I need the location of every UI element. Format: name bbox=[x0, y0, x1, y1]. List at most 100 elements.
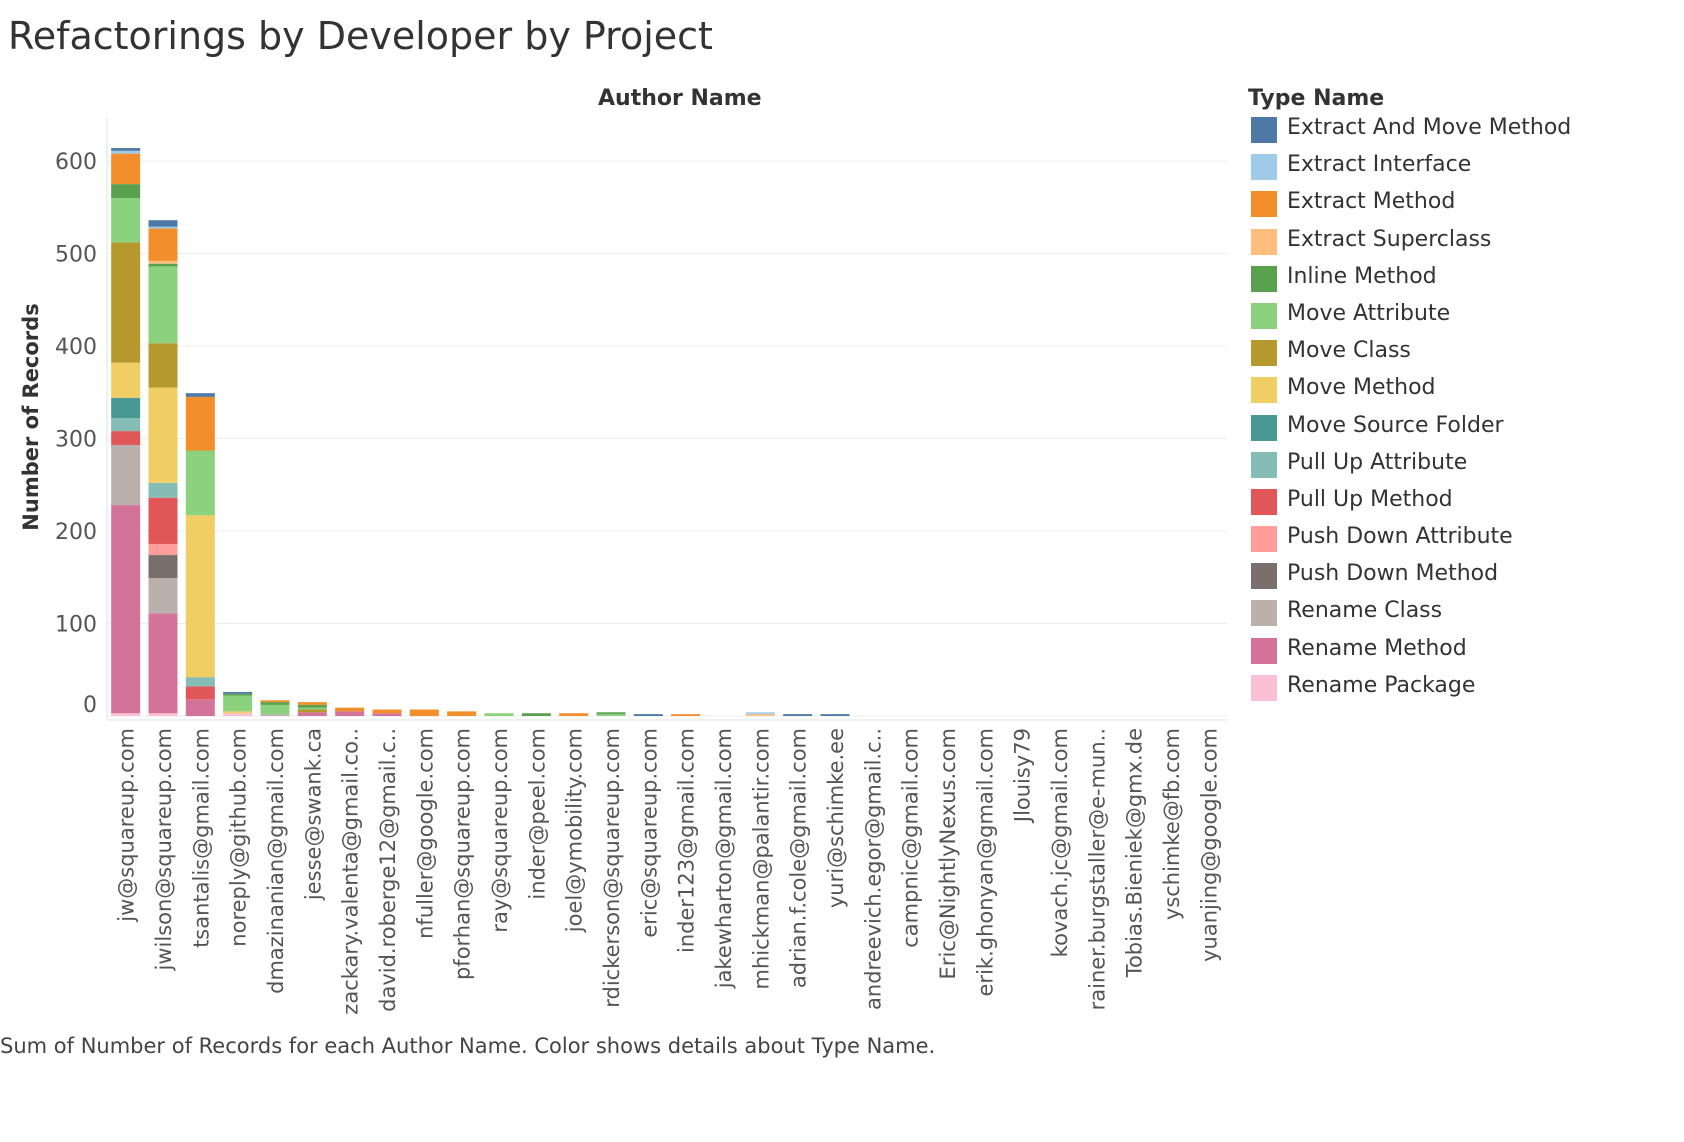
bar-segment-inline-method bbox=[596, 712, 626, 715]
bar-segment-push-down-method bbox=[148, 555, 178, 579]
bar-segment-extract-method bbox=[409, 709, 439, 716]
bar-segment-inline-method bbox=[521, 713, 551, 716]
legend-label: Rename Package bbox=[1287, 672, 1476, 698]
bar-segment-extract-method bbox=[372, 709, 402, 714]
bar-segment-extract-and-move-method bbox=[783, 714, 813, 716]
legend-item: Move Class bbox=[1248, 338, 1678, 377]
x-tick-label: joel@ymobility.com bbox=[563, 728, 587, 933]
bar-segment-extract-method bbox=[260, 700, 290, 703]
legend-items: Extract And Move Method Extract Interface… bbox=[1248, 115, 1678, 712]
legend-item: Extract Method bbox=[1248, 189, 1678, 228]
bar-segment-move-source-folder bbox=[111, 397, 141, 419]
x-tick-label: yuri@schimke.ee bbox=[824, 728, 848, 908]
bar-segment-rename-class bbox=[111, 444, 141, 506]
legend-swatch bbox=[1251, 414, 1277, 441]
bar-segment-rename-package bbox=[223, 713, 253, 716]
bar-segment-inline-method bbox=[260, 702, 290, 705]
x-tick-label: jakewharton@gmail.com bbox=[712, 728, 736, 989]
legend-swatch bbox=[1251, 563, 1277, 590]
legend-swatch bbox=[1251, 117, 1277, 143]
y-tick-label: 300 bbox=[55, 428, 97, 453]
bar-segment-extract-and-move-method bbox=[148, 220, 178, 227]
x-tick-label: jw@squareup.com bbox=[115, 728, 139, 923]
legend-label: Move Method bbox=[1287, 375, 1436, 401]
bar-segment-extract-interface bbox=[148, 226, 178, 229]
bar-segment-extract-method bbox=[297, 702, 327, 705]
legend-item: Extract Interface bbox=[1248, 152, 1678, 191]
bar-segment-move-attribute bbox=[185, 450, 215, 516]
bar-segment-move-attribute bbox=[111, 198, 141, 243]
x-tick-label: ray@squareup.com bbox=[488, 728, 512, 933]
bar-segment-extract-and-move-method bbox=[223, 691, 253, 694]
legend-item: Extract Superclass bbox=[1248, 227, 1678, 266]
legend-label: Move Source Folder bbox=[1287, 412, 1504, 438]
x-tick-label: rainer.burgstaller@e-mun.. bbox=[1085, 728, 1109, 1010]
bar-segment-move-method bbox=[111, 362, 141, 398]
legend-item: Move Source Folder bbox=[1248, 412, 1678, 452]
bar-segment-push-down-attribute bbox=[148, 543, 178, 556]
bar-segment-rename-package bbox=[148, 713, 178, 716]
column-header: Author Name bbox=[598, 86, 762, 111]
legend-swatch bbox=[1251, 340, 1277, 367]
legend-item: Pull Up Method bbox=[1248, 486, 1678, 526]
legend-label: Push Down Attribute bbox=[1287, 524, 1513, 550]
y-tick-label: 200 bbox=[55, 520, 97, 545]
legend-swatch bbox=[1251, 228, 1277, 255]
legend-label: Rename Method bbox=[1287, 635, 1467, 661]
bar-segment-extract-interface bbox=[111, 150, 141, 154]
x-tick-label: dmazinanian@gmail.com bbox=[264, 728, 288, 994]
legend-swatch bbox=[1251, 154, 1277, 181]
bar-segment-extract-and-move-method bbox=[820, 714, 850, 716]
legend-item: Inline Method bbox=[1248, 264, 1678, 303]
bar-segment-move-attribute bbox=[484, 713, 514, 716]
legend-label: Extract Interface bbox=[1287, 152, 1472, 178]
bar-segment-pull-up-method bbox=[185, 686, 215, 700]
bar-segment-rename-package bbox=[111, 713, 141, 716]
legend-swatch bbox=[1251, 488, 1277, 515]
bar-segment-extract-method bbox=[148, 228, 178, 261]
bar-segment-inline-method bbox=[223, 693, 253, 696]
x-tick-label: jesse@swank.ca bbox=[301, 728, 325, 901]
bar-segment-rename-method bbox=[372, 713, 402, 716]
bar-segment-move-method bbox=[185, 515, 215, 678]
bar-segment-rename-method bbox=[148, 613, 178, 714]
x-tick-label: adrian.f.cole@gmail.com bbox=[787, 728, 811, 988]
legend-swatch bbox=[1251, 191, 1277, 218]
x-tick-label: kovach.jc@gmail.com bbox=[1048, 728, 1072, 957]
bar-segment-inline-method bbox=[148, 263, 178, 267]
bar-segment-pull-up-attribute bbox=[148, 482, 178, 498]
bar-segment-rename-method bbox=[335, 711, 365, 716]
bar-segment-pull-up-method bbox=[111, 431, 141, 445]
bar-segment-extract-method bbox=[447, 711, 477, 716]
chart-title: Refactorings by Developer by Project bbox=[8, 14, 713, 58]
bar-segment-rename-method bbox=[185, 699, 215, 716]
bar-segment-rename-class bbox=[148, 578, 178, 614]
x-tick-label: rdickerson@squareup.com bbox=[600, 728, 624, 1008]
bar-segment-extract-and-move-method bbox=[111, 148, 141, 151]
legend-swatch bbox=[1251, 526, 1277, 553]
legend-label: Extract And Move Method bbox=[1287, 115, 1572, 140]
legend-swatch bbox=[1251, 600, 1277, 627]
x-tick-label: zackary.valenta@gmail.co.. bbox=[339, 728, 363, 1015]
legend-swatch bbox=[1251, 265, 1277, 292]
x-tick-label: eric@squareup.com bbox=[637, 728, 661, 938]
x-tick-label: Tobias.Bieniek@gmx.de bbox=[1123, 728, 1147, 978]
x-tick-label: david.roberge12@gmail.c.. bbox=[376, 728, 400, 1012]
legend-item: Move Method bbox=[1248, 375, 1678, 414]
legend-swatch bbox=[1251, 674, 1277, 701]
x-tick-label: yuanjing@google.com bbox=[1197, 728, 1221, 962]
bar-segment-extract-interface bbox=[745, 712, 775, 715]
bar-segment-move-attribute bbox=[596, 714, 626, 716]
bar-segment-extract-method bbox=[335, 707, 365, 712]
bar-segment-extract-method bbox=[671, 714, 701, 716]
x-tick-label: Jlouisy79 bbox=[1011, 728, 1035, 824]
legend-label: Pull Up Method bbox=[1287, 486, 1453, 512]
bar-segment-extract-and-move-method bbox=[185, 393, 215, 397]
legend: Type Name Extract And Move Method Extract… bbox=[1248, 86, 1678, 712]
bar-segment-rename-method bbox=[111, 505, 141, 714]
bar-segment-move-attribute bbox=[223, 695, 253, 712]
legend-item: Move Attribute bbox=[1248, 301, 1678, 340]
bar-segment-pull-up-method bbox=[148, 497, 178, 544]
x-tick-label: nfuller@google.com bbox=[413, 728, 437, 939]
